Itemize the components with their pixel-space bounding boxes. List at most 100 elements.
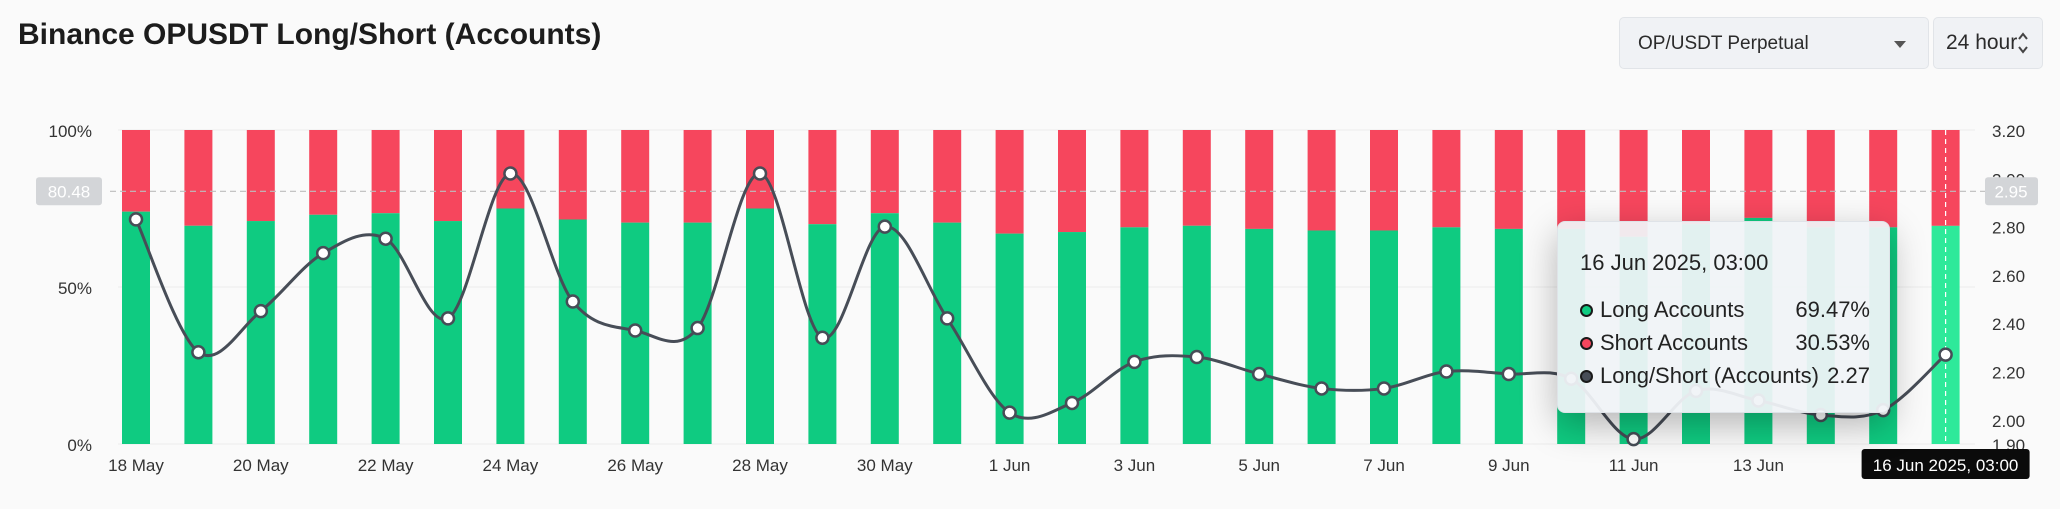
long-bar [1370,230,1398,444]
right-axis-tick: 3.20 [1992,122,2025,141]
short-bar [808,130,837,225]
x-axis-tick: 30 May [857,456,913,475]
ratio-point [1938,347,1953,362]
left-axis-tick: 100% [49,122,92,141]
tooltip-row-name: Long/Short (Accounts) [1600,363,1819,388]
short-bar [933,130,962,223]
short-dot-icon [1580,337,1593,350]
updown-chevron-icon [2018,32,2028,54]
long-bar [1058,232,1086,444]
tooltip-row-name: Short Accounts [1600,330,1748,355]
left-axis-tick: 0% [67,436,92,455]
crosshair-left-label: 80.48 [48,182,91,201]
short-bar [1494,130,1523,229]
short-bar [1432,130,1461,228]
x-crosshair-tag [1861,449,2030,479]
x-axis-tick: 11 Jun [1609,456,1659,475]
short-bar [1058,130,1086,233]
x-axis-tick: 20 May [233,456,289,475]
left-axis-tick: 50% [58,279,92,298]
chevron-down-icon [1894,41,1906,48]
right-axis-tick: 2.00 [1992,412,2025,431]
short-bar [371,130,400,214]
tooltip-row-value: 2.27 [1827,363,1870,388]
short-bar [1557,130,1586,229]
tooltip-row-ratio: Long/Short (Accounts) 2.27 [1580,363,1870,391]
ratio-point [627,323,643,338]
tooltip-row-value: 69.47% [1795,297,1870,322]
long-bar [122,211,150,444]
short-bar [1682,130,1710,225]
long-bar [1245,228,1274,444]
long-bar [1931,225,1960,444]
short-bar [995,130,1024,234]
ratio-point [378,231,393,246]
interval-select[interactable]: 24 hour [1933,17,2043,69]
ratio-point [1501,366,1517,382]
short-bar [434,130,462,222]
long-bar [1494,228,1523,444]
right-axis-tick: 2.80 [1992,219,2025,238]
x-axis-tick: 1 Jun [989,456,1031,475]
ratio-point [440,311,456,326]
interval-select-value: 24 hour [1946,31,2018,54]
long-bar [1432,227,1461,444]
right-axis-tick: 2.40 [1992,315,2025,334]
ratio-point [253,303,269,319]
x-axis-tick: 13 Jun [1733,456,1784,475]
tooltip-row-name: Long Accounts [1600,297,1745,322]
right-axis-tick: 2.60 [1992,267,2025,286]
short-bar [309,130,338,215]
x-axis-tick: 3 Jun [1114,456,1156,475]
ratio-point [1127,354,1142,370]
chart-tooltip: 16 Jun 2025, 03:00 Long Accounts 69.47% … [1557,221,1890,413]
short-bar [1869,130,1898,228]
ratio-point [565,294,581,309]
x-axis-tick: 26 May [607,456,663,475]
short-bar [870,130,899,214]
short-bar [246,130,275,222]
right-axis-tick: 2.20 [1992,364,2025,383]
long-bar [184,225,213,444]
ratio-point [503,166,518,181]
long-bar [1182,225,1211,444]
long-bar [496,208,525,444]
long-bar [870,213,899,444]
x-axis-tick: 16 Jun 2025, 03:00 [1873,456,2019,475]
short-bar [621,130,650,223]
short-bar [558,130,587,220]
long-bar [558,219,587,444]
short-bar [1806,130,1835,228]
short-bar [1370,130,1398,231]
x-axis-tick: 9 Jun [1488,456,1530,475]
short-bar [1182,130,1211,226]
tooltip-row-short: Short Accounts 30.53% [1580,330,1870,358]
x-axis-tick: 7 Jun [1363,456,1405,475]
x-axis-tick: 5 Jun [1238,456,1280,475]
long-dot-icon [1580,304,1593,317]
page-title: Binance OPUSDT Long/Short (Accounts) [18,18,602,51]
short-bar [1619,130,1648,237]
short-bar [1307,130,1336,231]
short-bar [1120,130,1149,228]
short-bar [1245,130,1274,229]
tooltip-date: 16 Jun 2025, 03:00 [1580,250,1769,275]
short-bar [1744,130,1773,218]
ratio-point [1376,381,1392,396]
tooltip-row-long: Long Accounts 69.47% [1580,297,1870,325]
ratio-point [315,245,331,261]
symbol-select-value: OP/USDT Perpetual [1638,33,1809,54]
ratio-dot-icon [1580,370,1593,383]
long-bar [746,208,774,444]
short-bar [184,130,213,226]
ratio-point [690,320,705,336]
symbol-select[interactable]: OP/USDT Perpetual [1619,17,1929,69]
ratio-point [1314,381,1329,396]
x-axis-tick: 18 May [108,456,164,475]
ratio-point [939,311,955,326]
ratio-point [1189,349,1205,365]
long-bar [371,213,400,444]
x-axis-tick: 24 May [483,456,539,475]
ratio-point [1251,366,1267,382]
ratio-point [877,219,893,234]
